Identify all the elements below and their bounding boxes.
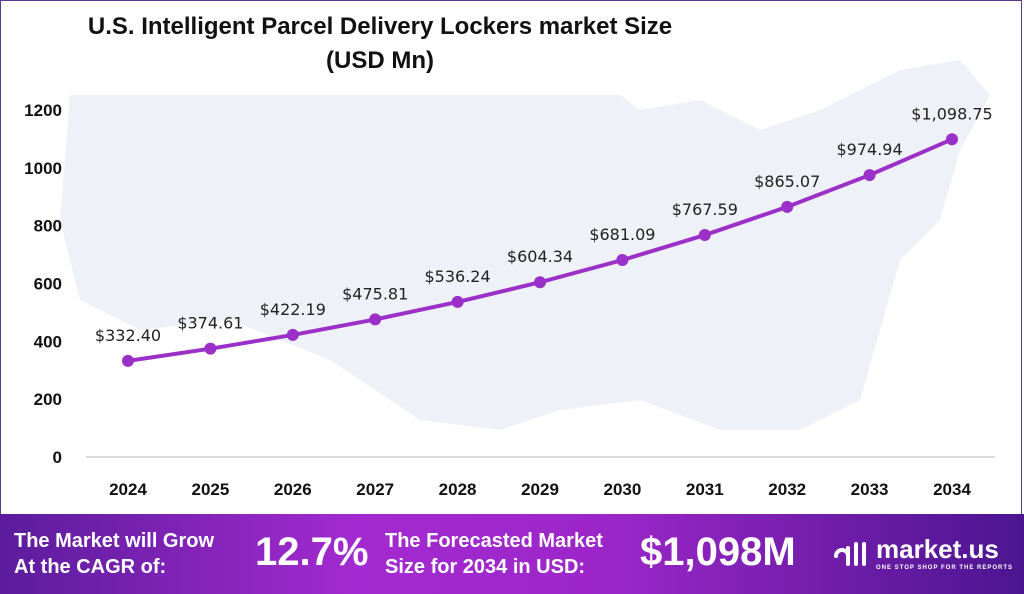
us-map-silhouette xyxy=(60,60,990,430)
chart-title: U.S. Intelligent Parcel Delivery Lockers… xyxy=(0,10,760,78)
y-tick-label: 0 xyxy=(53,448,62,467)
data-point xyxy=(698,229,711,242)
data-label: $681.09 xyxy=(589,225,655,244)
y-tick-label: 1200 xyxy=(24,101,62,120)
data-label: $1,098.75 xyxy=(911,104,992,123)
y-tick-label: 200 xyxy=(34,390,62,409)
line-chart: 0 200 400 600 800 1000 1200 2024 2025 2026 2027 202… xyxy=(24,60,995,499)
y-tick-label: 400 xyxy=(34,332,62,351)
forecast-value: $1,098M xyxy=(640,530,796,574)
x-tick-label: 2025 xyxy=(191,480,229,499)
title-line: U.S. Intelligent Parcel Delivery Lockers… xyxy=(87,13,673,40)
cagr-text-line: At the CAGR of: xyxy=(14,556,167,578)
data-point xyxy=(946,133,958,146)
cagr-text-line: The Market will Grow xyxy=(14,530,215,552)
x-tick-label: 2024 xyxy=(109,480,147,499)
cagr-text: The Market will Grow At the CAGR of: xyxy=(14,528,214,580)
x-tick-label: 2028 xyxy=(439,480,477,499)
data-label: $475.81 xyxy=(342,284,408,303)
x-tick-label: 2030 xyxy=(603,480,641,499)
y-tick-label: 600 xyxy=(34,275,62,294)
data-label: $374.61 xyxy=(177,314,243,333)
market-us-logo: market.us ONE STOP SHOP FOR THE REPORTS xyxy=(832,534,1013,571)
y-tick-label: 800 xyxy=(34,217,62,236)
data-label: $536.24 xyxy=(425,267,491,286)
data-point xyxy=(781,200,794,213)
logo-icon xyxy=(834,541,866,566)
data-point xyxy=(204,342,217,355)
x-tick-label: 2026 xyxy=(274,480,312,499)
forecast-text: The Forecasted Market Size for 2034 in U… xyxy=(385,528,603,580)
x-tick-label: 2027 xyxy=(356,480,394,499)
y-tick-label: 1000 xyxy=(24,159,62,178)
data-label: $422.19 xyxy=(260,300,326,319)
data-label: $865.07 xyxy=(754,172,820,191)
data-point xyxy=(286,328,299,341)
x-tick-label: 2029 xyxy=(521,480,559,499)
footer-banner: The Market will Grow At the CAGR of: 12.… xyxy=(0,514,1024,594)
x-tick-label: 2032 xyxy=(768,480,806,499)
data-point xyxy=(616,254,629,267)
data-point xyxy=(369,313,382,326)
data-point xyxy=(451,295,464,308)
data-label: $974.94 xyxy=(837,140,903,159)
forecast-text-line: The Forecasted Market xyxy=(385,530,603,552)
data-point xyxy=(122,354,134,367)
logo-tagline: ONE STOP SHOP FOR THE REPORTS xyxy=(876,565,1014,571)
subtitle-line: (USD Mn) xyxy=(326,47,434,74)
data-point xyxy=(863,169,876,182)
data-point xyxy=(534,276,546,289)
x-tick-label: 2031 xyxy=(686,480,724,499)
cagr-value: 12.7% xyxy=(255,530,369,574)
forecast-text-line: Size for 2034 in USD: xyxy=(385,556,586,578)
data-label: $332.40 xyxy=(95,326,161,345)
logo-name: market.us xyxy=(876,534,999,564)
x-tick-label: 2034 xyxy=(933,480,971,499)
x-tick-label: 2033 xyxy=(851,480,889,499)
data-label: $767.59 xyxy=(672,200,738,219)
data-label: $604.34 xyxy=(507,247,573,266)
